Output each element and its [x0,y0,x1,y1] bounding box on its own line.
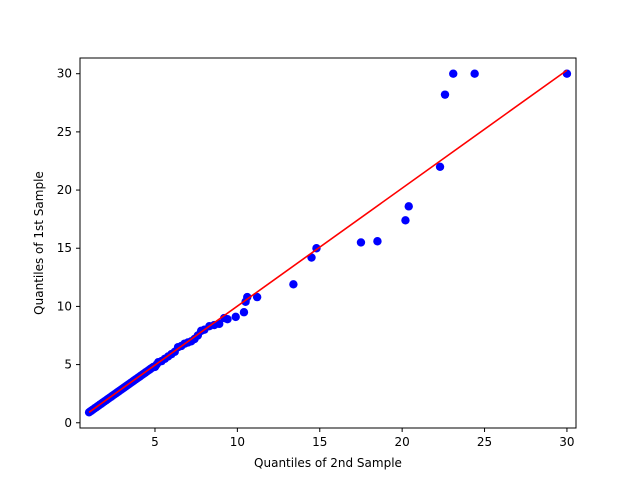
y-tick-label: 5 [64,358,72,372]
scatter-point [223,315,232,324]
y-tick-label: 20 [57,183,72,197]
scatter-point [252,292,262,302]
reference-line [88,69,568,413]
scatter-point [215,319,224,329]
y-tick-label: 10 [57,299,72,313]
scatter-point [231,312,240,322]
x-tick-label: 25 [477,435,492,449]
x-tick-label: 20 [395,435,410,449]
plot-marks [84,69,572,417]
scatter-point [243,292,252,302]
x-tick-label: 5 [151,435,159,449]
x-tick-label: 30 [559,435,574,449]
x-tick-label: 10 [230,435,245,449]
scatter-point [449,69,458,78]
scatter-point [404,202,413,211]
scatter-point [239,308,249,317]
scatter-point [435,162,445,171]
plot-frame [79,57,577,429]
x-tick-label: 15 [312,435,327,449]
x-axis-label: Quantiles of 2nd Sample [254,456,402,470]
y-tick-label: 0 [64,416,72,430]
scatter-point [356,238,366,247]
scatter-point [470,69,479,78]
scatter-point [373,237,382,246]
scatter-point [440,90,450,99]
scatter-point [401,216,410,225]
y-tick-label: 15 [57,241,72,255]
y-tick-label: 25 [57,125,72,139]
scatter-point [289,280,298,289]
y-axis-label: Quantiles of 1st Sample [32,171,46,315]
axis-ticks: 5 10 15 20 25 30 0 5 10 15 20 25 30 [57,67,575,449]
y-tick-label: 30 [57,67,72,81]
